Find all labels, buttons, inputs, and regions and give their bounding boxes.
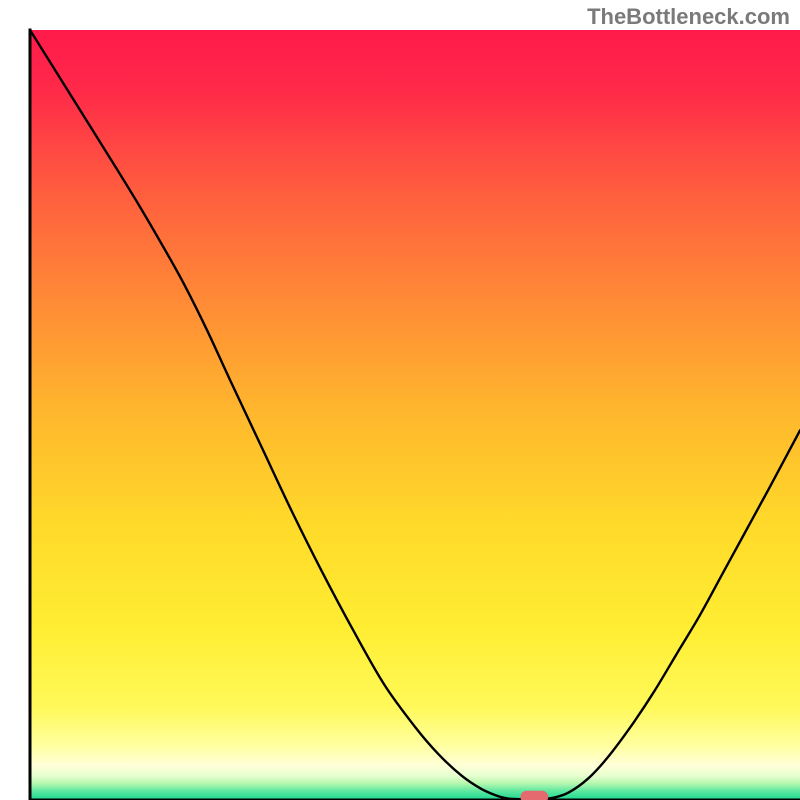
plot-background (30, 30, 800, 800)
bottleneck-chart (0, 0, 800, 800)
watermark-text: TheBottleneck.com (587, 4, 790, 30)
chart-container: TheBottleneck.com (0, 0, 800, 800)
optimal-marker (520, 791, 548, 800)
